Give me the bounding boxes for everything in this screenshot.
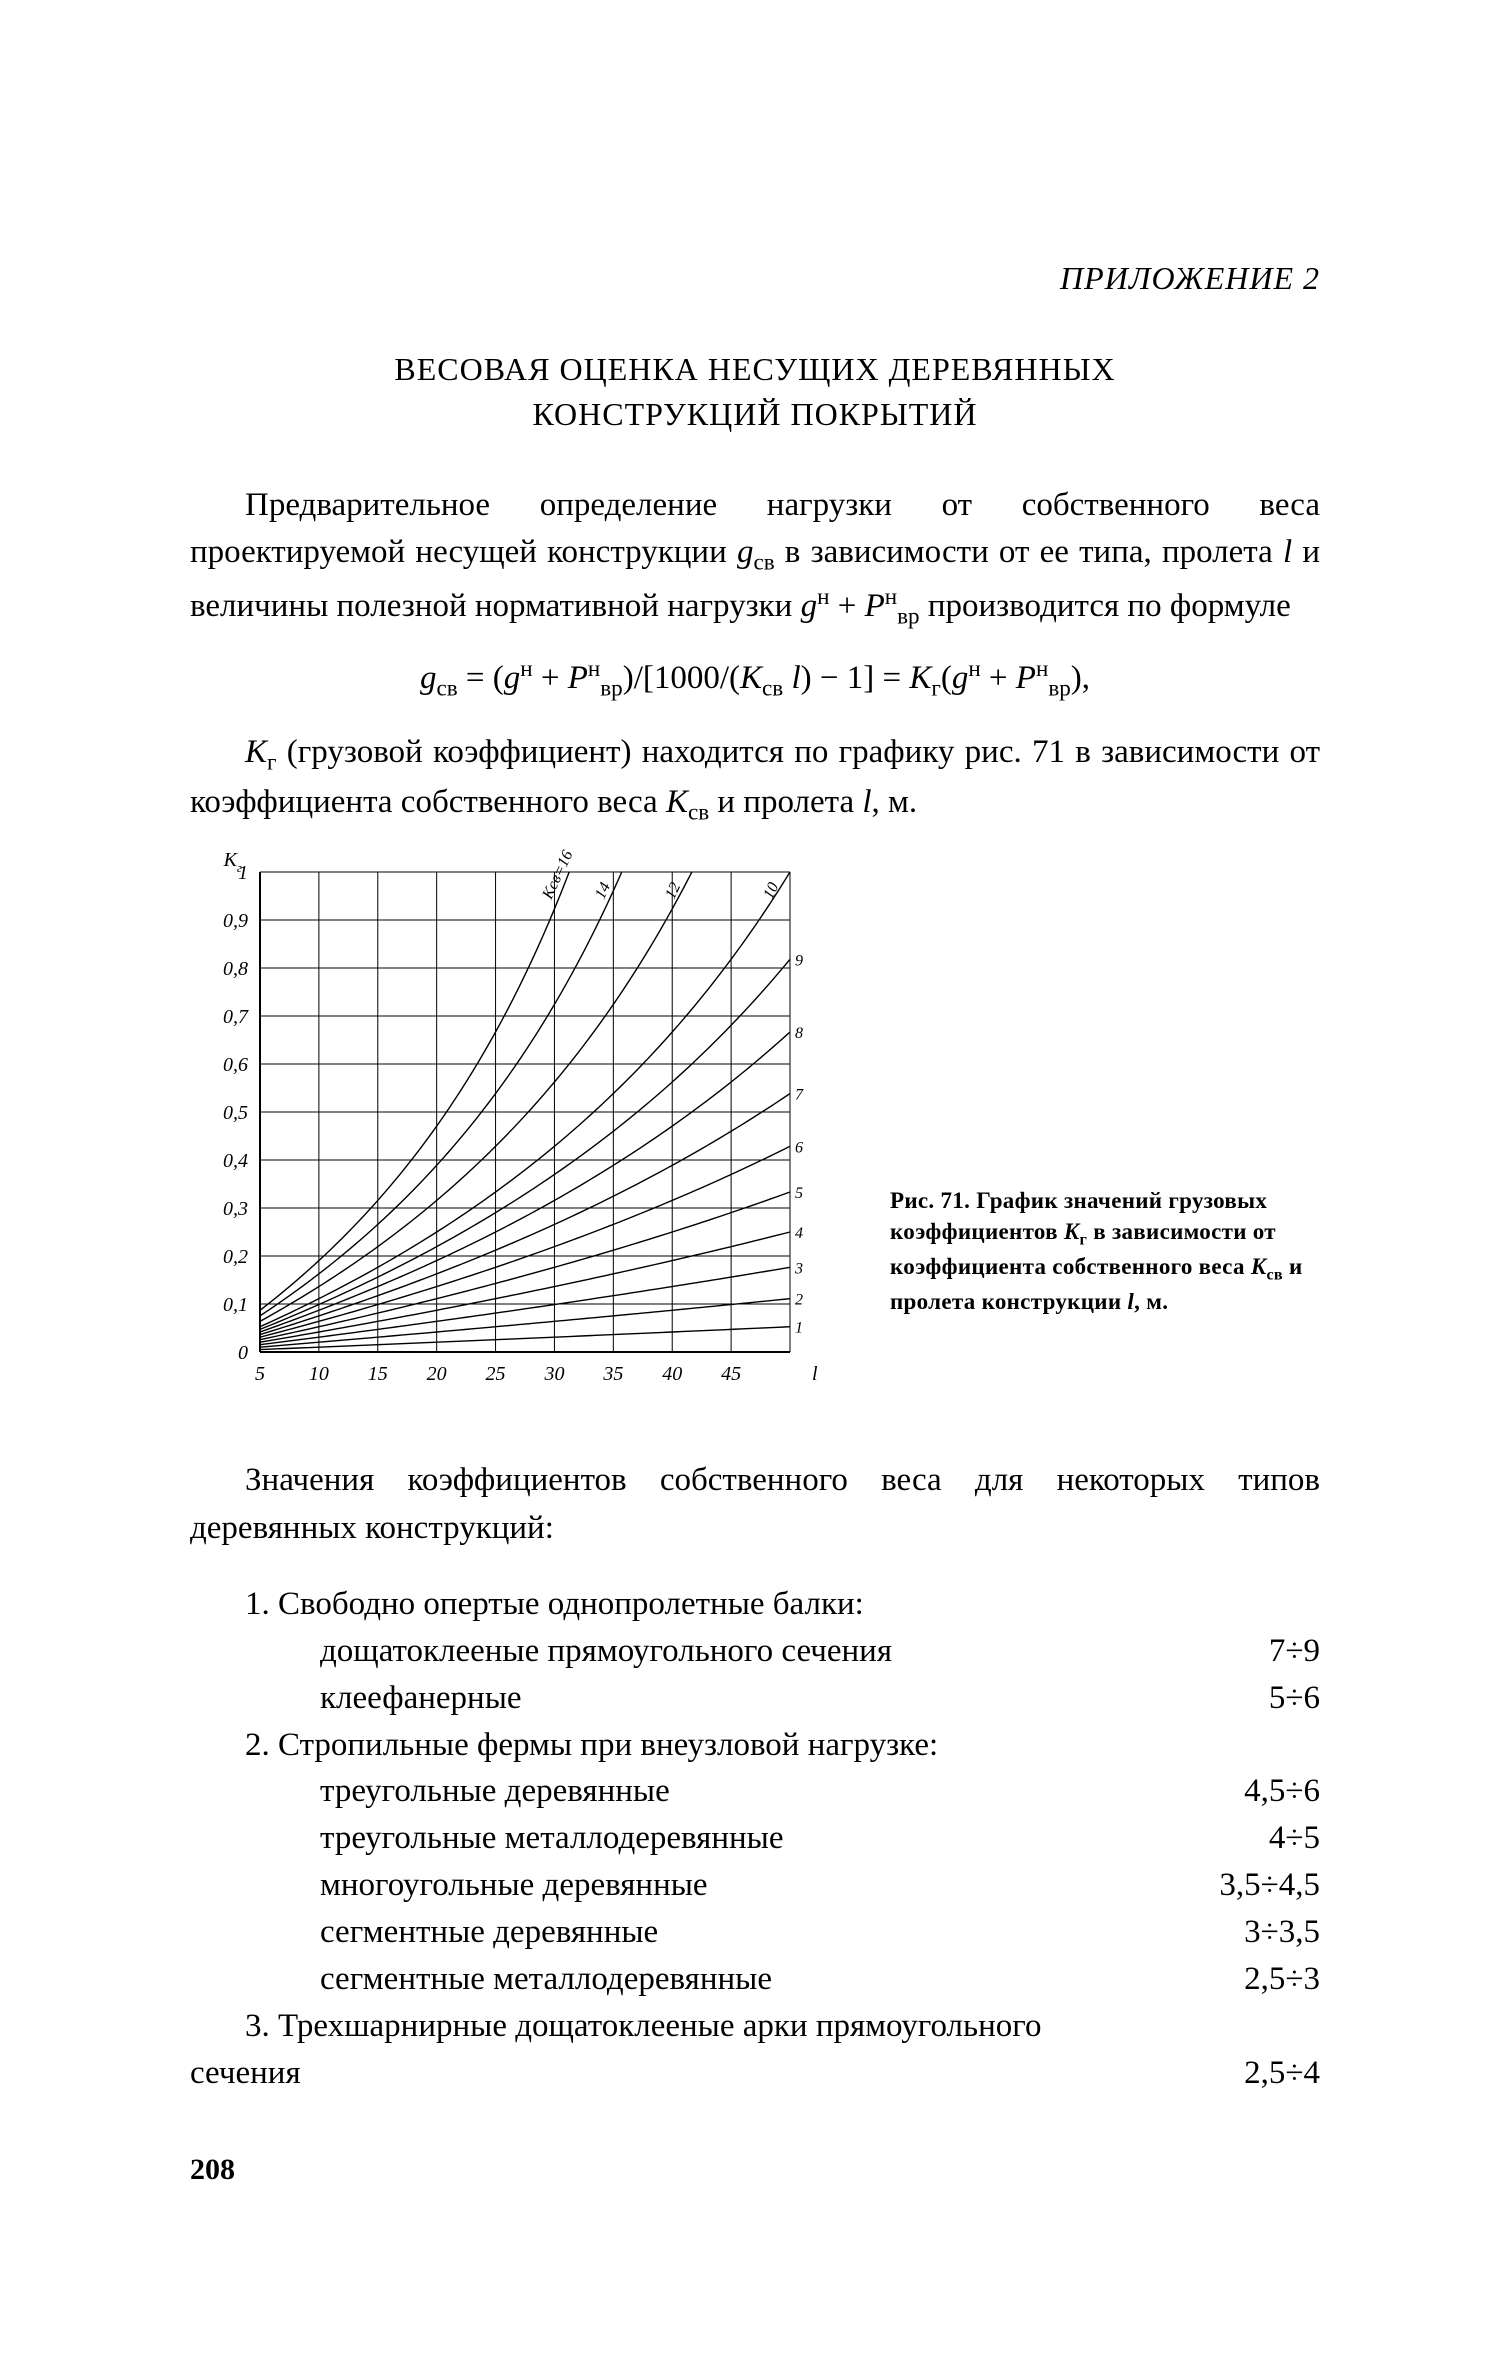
list-item-value: 2,5÷4 (1224, 2050, 1320, 2097)
page-title: ВЕСОВАЯ ОЦЕНКА НЕСУЩИХ ДЕРЕВЯННЫХ КОНСТР… (190, 347, 1320, 437)
svg-text:6: 6 (795, 1140, 803, 1157)
list-item-name: сегментные деревянные (320, 1909, 658, 1956)
svg-text:4: 4 (795, 1225, 803, 1242)
svg-text:0,2: 0,2 (223, 1246, 248, 1268)
svg-text:10: 10 (760, 880, 782, 902)
svg-text:0,3: 0,3 (223, 1198, 248, 1220)
svg-text:0,5: 0,5 (223, 1102, 248, 1124)
svg-text:9: 9 (795, 953, 803, 970)
coefficient-list: 1. Свободно опертые однопролетные балки:… (190, 1581, 1320, 2096)
svg-text:5: 5 (255, 1363, 265, 1385)
svg-text:20: 20 (427, 1363, 447, 1385)
chart-svg: 123456789101214Kсв=165101520253035404500… (190, 847, 830, 1407)
svg-text:25: 25 (486, 1363, 506, 1385)
svg-text:Kг: Kг (223, 849, 242, 875)
list-group-head: 2. Стропильные фермы при внеузловой нагр… (190, 1722, 1320, 1769)
svg-text:5: 5 (795, 1185, 803, 1202)
svg-text:0,8: 0,8 (223, 958, 248, 980)
list-item-value: 4,5÷6 (1224, 1768, 1320, 1815)
appendix-label: ПРИЛОЖЕНИЕ 2 (190, 260, 1320, 297)
svg-text:0,4: 0,4 (223, 1150, 248, 1172)
figure-caption: Рис. 71. График значений грузовых коэффи… (830, 1185, 1320, 1408)
svg-text:15: 15 (368, 1363, 388, 1385)
list-item-name: треугольные деревянные (320, 1768, 670, 1815)
list-item-name: сегментные металлодеревянные (320, 1956, 772, 2003)
list-group-head: 1. Свободно опертые однопролетные балки: (190, 1581, 1320, 1628)
svg-text:30: 30 (543, 1363, 564, 1385)
list-item-name: сечения (190, 2050, 301, 2097)
list-item-value: 4÷5 (1249, 1815, 1320, 1862)
list-item: сечения 2,5÷4 (190, 2050, 1320, 2097)
list-item: многоугольные деревянные 3,5÷4,5 (190, 1862, 1320, 1909)
list-item: сегментные деревянные 3÷3,5 (190, 1909, 1320, 1956)
svg-text:40: 40 (662, 1363, 682, 1385)
svg-text:0,9: 0,9 (223, 910, 248, 932)
list-item: треугольные металлодеревянные 4÷5 (190, 1815, 1320, 1862)
list-item-value: 5÷6 (1249, 1675, 1320, 1722)
svg-text:1: 1 (795, 1320, 803, 1337)
page: ПРИЛОЖЕНИЕ 2 ВЕСОВАЯ ОЦЕНКА НЕСУЩИХ ДЕРЕ… (0, 0, 1500, 2362)
svg-text:35: 35 (602, 1363, 623, 1385)
svg-text:2: 2 (795, 1292, 803, 1309)
svg-text:7: 7 (795, 1087, 804, 1104)
list-item-value: 2,5÷3 (1224, 1956, 1320, 2003)
svg-text:Kсв=16: Kсв=16 (539, 848, 577, 903)
list-item: треугольные деревянные 4,5÷6 (190, 1768, 1320, 1815)
title-line-1: ВЕСОВАЯ ОЦЕНКА НЕСУЩИХ ДЕРЕВЯННЫХ (394, 351, 1115, 387)
title-line-2: КОНСТРУКЦИЙ ПОКРЫТИЙ (532, 396, 977, 432)
list-item-name: дощатоклееные прямоугольного сечения (320, 1628, 892, 1675)
chart: 123456789101214Kсв=165101520253035404500… (190, 847, 830, 1407)
svg-text:12: 12 (662, 880, 684, 902)
formula: gсв = (gн + Pнвр)/[1000/(Kсв l) − 1] = K… (190, 655, 1320, 702)
svg-text:0,6: 0,6 (223, 1054, 248, 1076)
svg-text:10: 10 (309, 1363, 329, 1385)
svg-text:45: 45 (721, 1363, 741, 1385)
list-item: клеефанерные 5÷6 (190, 1675, 1320, 1722)
svg-text:l: l (812, 1363, 818, 1385)
chart-row: 123456789101214Kсв=165101520253035404500… (190, 847, 1320, 1407)
svg-text:8: 8 (795, 1025, 803, 1042)
list-group-head: 3. Трехшарнирные дощатоклееные арки прям… (190, 2003, 1320, 2050)
list-item-value: 7÷9 (1249, 1628, 1320, 1675)
list-item-name: треугольные металлодеревянные (320, 1815, 784, 1862)
svg-text:0,7: 0,7 (223, 1006, 249, 1028)
list-item-value: 3,5÷4,5 (1199, 1862, 1320, 1909)
page-number: 208 (190, 2153, 235, 2187)
paragraph-2: Kг (грузовой коэффициент) находится по г… (190, 729, 1320, 829)
list-item-name: многоугольные деревянные (320, 1862, 708, 1909)
svg-text:0: 0 (238, 1342, 248, 1364)
list-item: дощатоклееные прямоугольного сечения 7÷9 (190, 1628, 1320, 1675)
list-intro: Значения коэффициентов собственного веса… (190, 1457, 1320, 1553)
svg-text:3: 3 (794, 1261, 803, 1278)
paragraph-1: Предварительное определение нагрузки от … (190, 482, 1320, 633)
svg-text:0,1: 0,1 (223, 1294, 248, 1316)
list-item-value: 3÷3,5 (1224, 1909, 1320, 1956)
svg-text:14: 14 (592, 880, 614, 902)
list-item: сегментные металлодеревянные 2,5÷3 (190, 1956, 1320, 2003)
list-item-name: клеефанерные (320, 1675, 522, 1722)
